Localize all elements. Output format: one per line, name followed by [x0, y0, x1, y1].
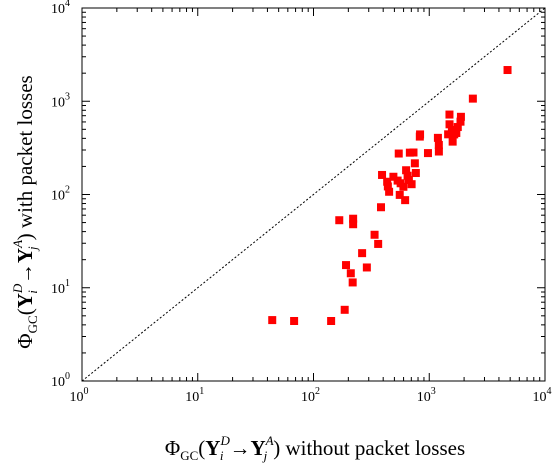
data-point — [327, 316, 336, 325]
data-point — [434, 147, 443, 156]
x-tick-label: 104 — [533, 386, 552, 405]
data-point — [409, 148, 418, 157]
x-tick-label: 100 — [70, 386, 89, 405]
data-point — [453, 123, 462, 132]
y-axis-title: ΦGC(YDi→YAj) with packet losses — [10, 75, 40, 348]
data-point — [444, 130, 453, 139]
y-tick-label: 102 — [51, 185, 70, 204]
data-point — [268, 316, 277, 325]
data-point — [335, 216, 344, 225]
axis-ticks — [81, 7, 546, 382]
data-point — [383, 177, 392, 186]
y-tick-label: 103 — [51, 91, 70, 110]
x-tick-labels: 100 101 102 103 104 — [70, 386, 552, 405]
data-point — [383, 182, 392, 191]
data-point — [407, 180, 416, 189]
data-point — [362, 263, 371, 272]
data-point — [346, 269, 355, 278]
data-point — [401, 196, 410, 205]
x-axis-title: ΦGC(YD i →YA j) without packet losses — [165, 433, 465, 463]
data-point — [374, 239, 383, 248]
y-tick-labels: 100 101 102 103 104 — [51, 0, 70, 390]
data-point — [445, 120, 454, 129]
y-tick-label: 101 — [51, 278, 70, 297]
data-point — [399, 182, 408, 191]
reference-diagonal-line — [81, 7, 546, 382]
data-point — [370, 230, 379, 239]
data-point — [452, 128, 461, 137]
x-tick-label: 102 — [301, 386, 320, 405]
data-point — [434, 140, 443, 149]
data-point — [348, 278, 357, 287]
data-point — [349, 214, 358, 223]
data-point — [403, 171, 412, 180]
data-point — [377, 203, 386, 212]
data-point — [503, 66, 512, 75]
data-point — [389, 172, 398, 181]
data-point — [433, 133, 442, 142]
data-point — [404, 176, 413, 185]
data-point — [394, 149, 403, 158]
data-point — [423, 149, 432, 158]
data-point — [290, 316, 299, 325]
data-point — [340, 305, 349, 314]
data-point — [385, 187, 394, 196]
data-point — [456, 112, 465, 121]
data-point — [411, 169, 420, 178]
x-tick-label: 101 — [185, 386, 204, 405]
data-point — [448, 137, 457, 146]
data-point — [358, 249, 367, 258]
data-point — [402, 166, 411, 175]
data-point — [456, 117, 465, 126]
data-point — [410, 159, 419, 168]
y-tick-label: 104 — [51, 0, 70, 17]
data-point — [342, 261, 351, 270]
data-point — [445, 110, 454, 119]
data-point — [395, 190, 404, 199]
data-point — [468, 94, 477, 103]
data-point — [349, 220, 358, 229]
data-point — [378, 170, 387, 179]
data-point — [447, 125, 456, 134]
data-points — [268, 66, 512, 325]
y-tick-label: 100 — [51, 371, 70, 390]
data-point — [416, 130, 425, 139]
x-tick-label: 103 — [417, 386, 436, 405]
